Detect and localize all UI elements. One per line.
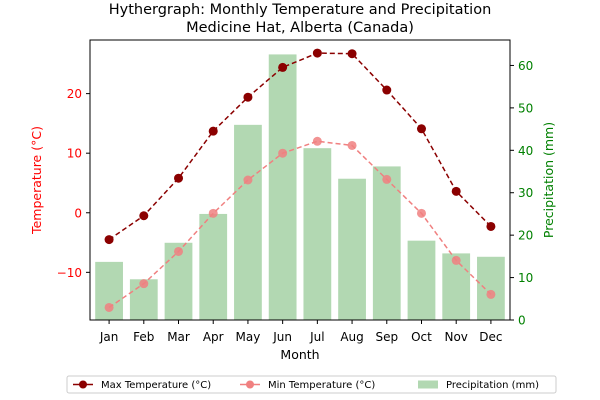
legend-max-temp-marker-swatch — [79, 380, 87, 389]
precipitation-bar-oct — [407, 240, 436, 320]
precipitation-bar-aug — [338, 178, 366, 320]
precipitation-bar-jun — [268, 54, 297, 320]
x-axis-label: Month — [280, 347, 319, 362]
legend-box — [66, 375, 557, 394]
x-tick-label-jun: Jun — [272, 330, 292, 344]
precipitation-bars — [95, 54, 505, 321]
min-temp-point-oct — [416, 208, 426, 218]
min-temp-point-dec — [486, 289, 496, 299]
x-tick-label-oct: Oct — [411, 330, 432, 344]
max-temp-point-jul — [312, 48, 322, 58]
min-temp-point-apr — [208, 208, 218, 218]
chart-title: Hythergraph: Monthly Temperature and Pre… — [109, 2, 492, 18]
min-temp-point-jun — [278, 148, 288, 158]
min-temp-point-may — [243, 175, 253, 185]
y-left-tick-label: 10 — [67, 147, 82, 161]
x-axis: Jan Feb Mar Apr May Jun Jul Aug Sep Oct Nov Dec — [99, 320, 503, 344]
y-axis-left: −10 0 10 20 — [57, 87, 90, 280]
max-temp-point-dec — [486, 221, 496, 231]
precipitation-bar-may — [234, 124, 262, 321]
legend-min-temp: Min Temperature (°C) — [240, 380, 375, 391]
max-temp-point-aug — [347, 49, 357, 59]
legend-precipitation-label: Precipitation (mm) — [446, 380, 539, 391]
min-temp-point-aug — [347, 140, 357, 150]
precipitation-bar-apr — [199, 213, 228, 320]
y-axis-right: 0 10 20 30 40 50 60 — [510, 59, 533, 328]
x-tick-label-feb: Feb — [133, 330, 154, 344]
legend-precipitation-swatch — [418, 380, 438, 389]
legend-min-temp-label: Min Temperature (°C) — [268, 380, 375, 391]
precipitation-bar-sep — [372, 166, 401, 320]
plot-frame — [89, 39, 511, 321]
min-temp-line — [108, 140, 492, 309]
y-right-tick-label: 50 — [518, 101, 533, 115]
y-right-tick-label: 10 — [518, 271, 533, 285]
max-temp-point-feb — [139, 211, 149, 221]
y-left-tick-label: −10 — [57, 266, 82, 280]
x-tick-label-apr: Apr — [203, 330, 224, 344]
y-left-tick-label: 20 — [67, 87, 82, 101]
y-right-tick-label: 30 — [518, 186, 533, 200]
x-tick-label-jul: Jul — [309, 330, 324, 344]
temperature-lines — [104, 48, 496, 312]
max-temp-point-apr — [208, 126, 218, 136]
x-tick-label-aug: Aug — [340, 330, 363, 344]
max-temp-point-may — [243, 92, 253, 102]
x-tick-label-dec: Dec — [479, 330, 502, 344]
min-temp-point-jan — [104, 302, 114, 312]
y-left-tick-label: 0 — [74, 206, 82, 220]
max-temp-point-sep — [382, 85, 392, 95]
max-temp-point-nov — [451, 186, 461, 196]
min-temp-point-nov — [451, 255, 461, 265]
y-right-tick-label: 40 — [518, 144, 533, 158]
min-temp-point-mar — [174, 246, 184, 256]
legend-max-temp-label: Max Temperature (°C) — [101, 380, 211, 391]
chart-subtitle: Medicine Hat, Alberta (Canada) — [186, 20, 414, 36]
y-right-tick-label: 20 — [518, 229, 533, 243]
max-temp-point-oct — [416, 124, 426, 134]
min-temp-point-sep — [382, 174, 392, 184]
max-temp-point-mar — [174, 173, 184, 183]
max-temp-line — [108, 52, 492, 241]
y-axis-label-right: Precipitation (mm) — [541, 122, 556, 238]
x-tick-label-nov: Nov — [444, 330, 467, 344]
min-temp-point-feb — [139, 279, 149, 289]
x-tick-label-sep: Sep — [375, 330, 398, 344]
precipitation-bar-jul — [303, 148, 332, 320]
precipitation-bar-dec — [477, 256, 505, 320]
min-temp-point-jul — [312, 136, 322, 146]
legend: Max Temperature (°C) Min Temperature (°C)… — [73, 380, 539, 391]
legend-min-temp-marker-swatch — [246, 380, 254, 389]
max-temp-point-jun — [278, 62, 288, 72]
y-right-tick-label: 60 — [518, 59, 533, 73]
x-tick-label-jan: Jan — [99, 330, 119, 344]
x-tick-label-mar: Mar — [167, 330, 190, 344]
y-right-tick-label: 0 — [518, 314, 526, 328]
max-temp-point-jan — [104, 235, 114, 245]
y-axis-label-left: Temperature (°C) — [29, 126, 44, 235]
legend-max-temp: Max Temperature (°C) — [73, 380, 211, 391]
legend-precipitation: Precipitation (mm) — [418, 380, 539, 391]
x-tick-label-may: May — [236, 330, 261, 344]
